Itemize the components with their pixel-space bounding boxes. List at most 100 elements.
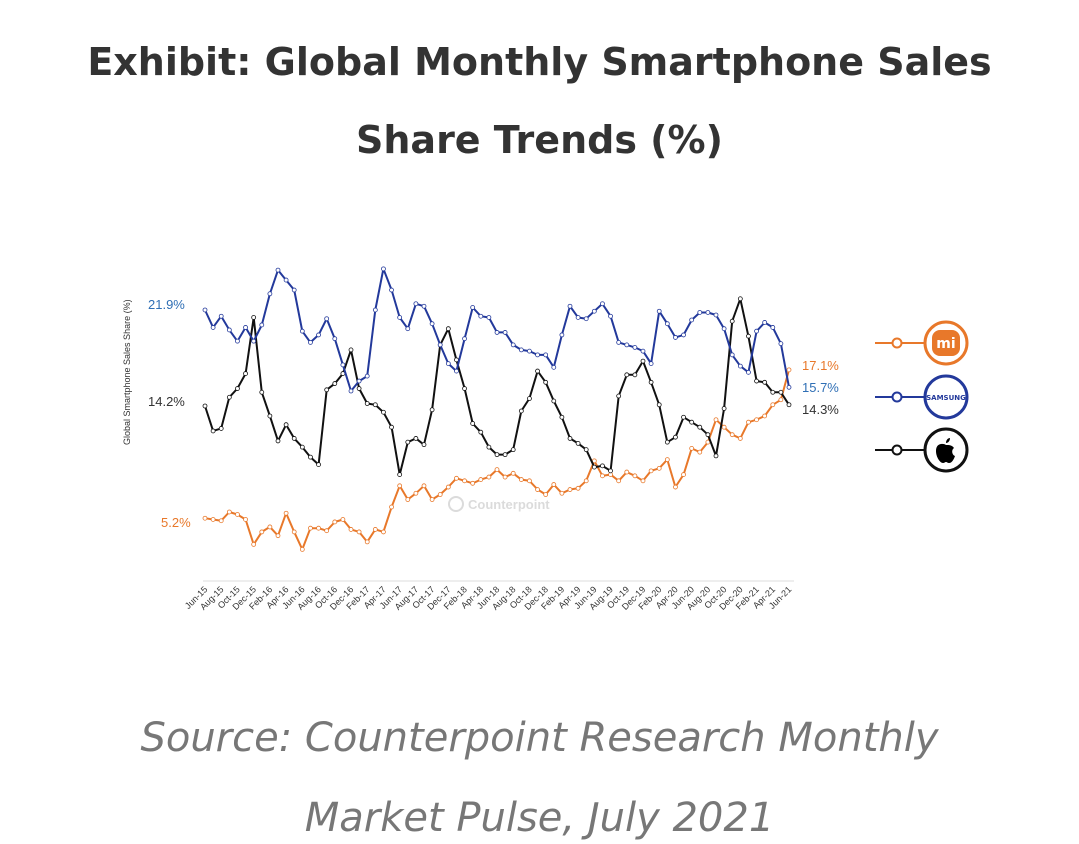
samsung-point <box>616 340 622 345</box>
apple-point <box>762 379 768 385</box>
xiaomi-point <box>470 480 476 486</box>
xiaomi-point <box>535 487 540 492</box>
apple-logo-glyph <box>936 438 955 463</box>
xiaomi-point <box>518 477 524 482</box>
xiaomi-point <box>600 473 605 479</box>
samsung-logo-icon <box>923 374 969 420</box>
samsung-point <box>721 326 727 332</box>
xiaomi-point <box>348 527 354 532</box>
samsung-point <box>267 291 273 297</box>
xiaomi-point <box>454 475 459 481</box>
xiaomi-point <box>681 472 686 477</box>
xiaomi-point <box>405 497 411 502</box>
apple-point <box>405 439 411 445</box>
apple-point <box>316 462 321 468</box>
apple-point <box>494 452 500 458</box>
xiaomi-point <box>632 473 638 479</box>
xiaomi-point <box>689 445 695 451</box>
xiaomi-point <box>413 490 419 496</box>
samsung-point <box>681 332 686 338</box>
xiaomi-point <box>291 529 297 535</box>
legend-marker <box>891 444 903 456</box>
apple-point <box>721 406 727 411</box>
series-xiaomi <box>202 367 792 552</box>
samsung-point <box>243 325 248 330</box>
samsung-point <box>624 342 630 348</box>
samsung-point <box>445 361 451 367</box>
samsung-point <box>202 307 208 313</box>
samsung-point <box>583 316 589 322</box>
xiaomi-point <box>527 478 532 484</box>
series-lines <box>202 266 792 552</box>
samsung-point <box>372 307 378 313</box>
xiaomi-point <box>543 492 549 497</box>
xiaomi-point <box>332 519 338 525</box>
samsung-end-label: 15.7% <box>802 380 839 395</box>
apple-point <box>413 436 419 441</box>
apple-point <box>746 333 751 339</box>
legend-item-apple <box>875 427 969 473</box>
samsung-point <box>608 313 613 319</box>
apple-point <box>624 372 630 378</box>
samsung-point <box>713 312 719 318</box>
samsung-point <box>437 342 443 348</box>
xiaomi-point <box>583 478 589 484</box>
apple-point <box>202 403 208 409</box>
apple-point <box>575 441 581 446</box>
samsung-point <box>754 328 759 334</box>
legend-marker <box>891 391 903 403</box>
apple-point <box>372 402 378 408</box>
xiaomi-point <box>770 402 776 408</box>
mi-logo-text: mi <box>936 336 955 352</box>
apple-point <box>364 401 370 406</box>
samsung-point <box>697 310 703 315</box>
xiaomi-point <box>421 483 427 489</box>
xiaomi-point <box>640 478 646 484</box>
apple-point <box>454 357 459 363</box>
samsung-point <box>462 336 467 342</box>
samsung-point <box>770 325 776 330</box>
apple-point <box>664 439 670 445</box>
apple-point <box>397 472 403 477</box>
apple-point <box>754 378 759 384</box>
apple-point <box>681 414 686 420</box>
samsung-start-label: 21.9% <box>148 297 185 312</box>
apple-point <box>324 387 330 393</box>
apple-point <box>673 434 678 440</box>
xiaomi-point <box>356 529 362 535</box>
xiaomi-point <box>308 525 313 531</box>
apple-point <box>527 396 532 401</box>
apple-point <box>689 419 695 425</box>
samsung-point <box>746 369 751 375</box>
xiaomi-point <box>275 533 281 539</box>
xiaomi-point <box>656 465 662 471</box>
xiaomi-point <box>721 424 727 430</box>
samsung-point <box>705 310 711 315</box>
apple-point <box>356 386 362 391</box>
samsung-point <box>316 332 321 338</box>
apple-point <box>729 318 735 324</box>
samsung-point <box>502 330 508 335</box>
xiaomi-point <box>746 419 751 425</box>
apple-point <box>299 444 305 450</box>
samsung-point <box>470 305 476 310</box>
xiaomi-point <box>381 529 386 535</box>
apple-point <box>348 347 354 353</box>
apple-point <box>275 438 281 444</box>
samsung-point <box>510 342 516 348</box>
samsung-point <box>218 313 224 319</box>
samsung-point <box>762 320 768 325</box>
chart-title-line-2: Share Trends (%) <box>356 118 723 162</box>
samsung-point <box>737 363 743 369</box>
samsung-point <box>535 352 540 358</box>
xiaomi-point <box>502 474 508 480</box>
apple-point <box>478 429 484 435</box>
xiaomi-point <box>478 477 484 482</box>
samsung-point <box>648 361 654 367</box>
apple-end-label: 14.3% <box>802 402 839 417</box>
x-tick-labels: Jun-15Aug-15Oct-15Dec-15Feb-16Apr-16Jun-… <box>183 584 794 612</box>
xiaomi-point <box>624 469 630 475</box>
xiaomi-point <box>778 397 784 403</box>
samsung-point <box>332 336 338 342</box>
apple-point <box>259 389 265 395</box>
